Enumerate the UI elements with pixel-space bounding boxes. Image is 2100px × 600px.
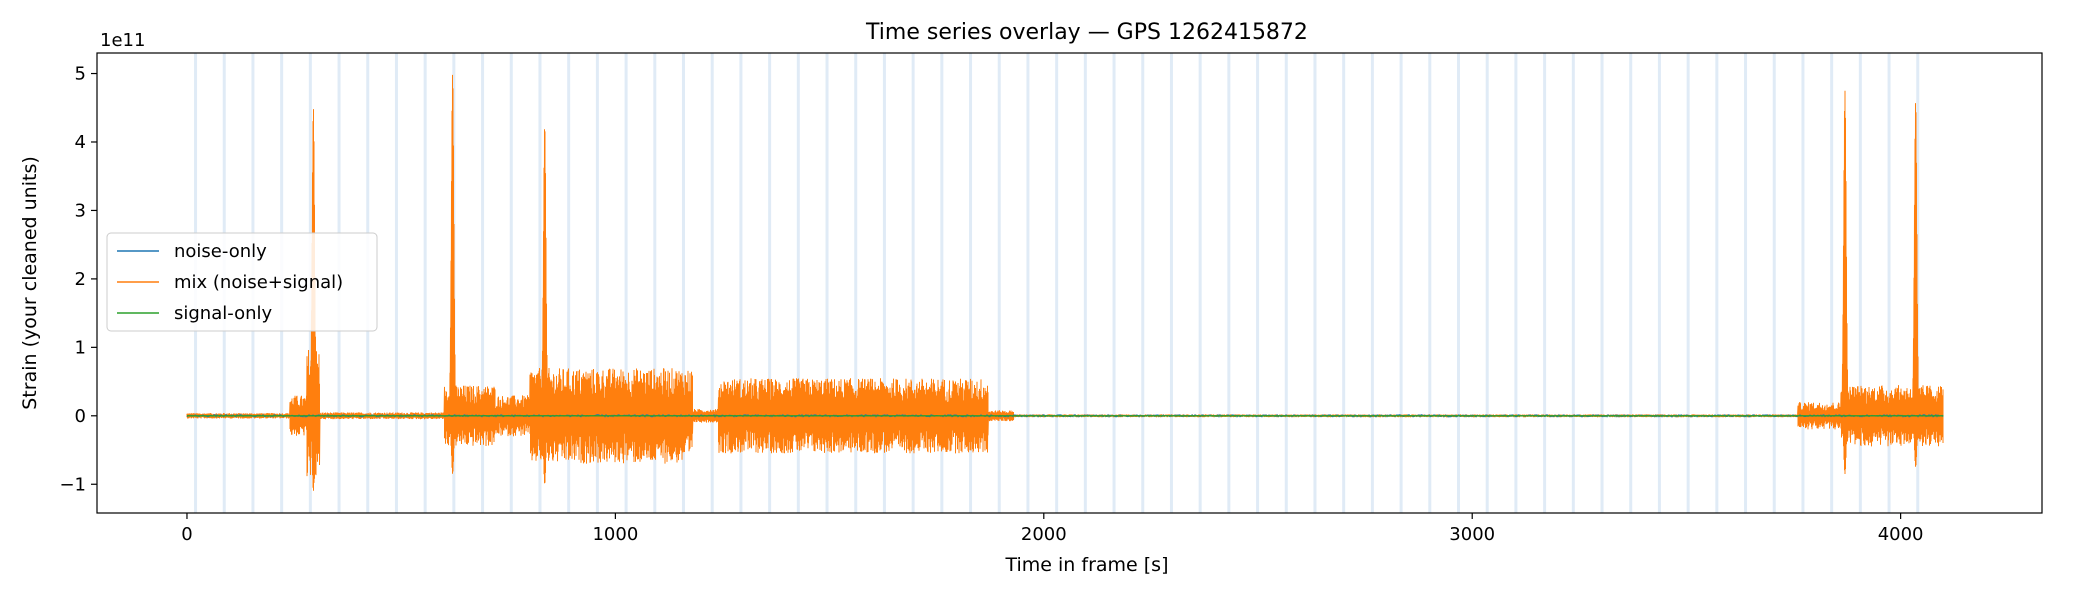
legend-label-noise-only: noise-only [174,241,267,262]
x-tick-label: 3000 [1449,524,1495,545]
background-band [825,53,829,513]
y-tick-label: 1 [75,337,86,358]
x-axis-ticks: 0 1000 2000 3000 4000 [181,513,1924,545]
legend-label-signal-only: signal-only [174,303,272,324]
background-band [653,53,657,513]
background-band [1026,53,1030,513]
x-axis-label: Time in frame [s] [1004,554,1168,576]
y-tick-label: −1 [59,474,86,495]
background-band [481,53,485,513]
background-band [1141,53,1145,513]
axes-frame [96,52,2043,514]
background-band [1198,53,1202,513]
background-band [796,53,800,513]
background-band [997,53,1001,513]
background-band [1370,53,1374,513]
background-band [710,53,714,513]
background-band [882,53,886,513]
background-band [1571,53,1575,513]
background-band [567,53,571,513]
y-tick-label: 0 [75,406,86,427]
background-band [768,53,772,513]
background-band [423,53,427,513]
background-band [1055,53,1059,513]
background-band [1169,53,1173,513]
background-band [509,53,513,513]
background-band [940,53,944,513]
background-band [1284,53,1288,513]
background-band [624,53,628,513]
background-band [394,53,398,513]
background-band [1772,53,1776,513]
background-band [1887,53,1891,513]
background-band [969,53,973,513]
background-band [1715,53,1719,513]
y-axis-label: Strain (your cleaned units) [19,156,41,410]
legend: noise-only mix (noise+signal) signal-onl… [106,232,378,332]
legend-label-mix: mix (noise+signal) [174,272,343,293]
x-tick-label: 0 [181,524,192,545]
y-tick-label: 4 [75,132,86,153]
background-band [1629,53,1633,513]
background-band [854,53,858,513]
series-line-mix [186,74,1944,491]
background-band [1916,53,1920,513]
background-band [1858,53,1862,513]
background-band [595,53,599,513]
background-band [1083,53,1087,513]
background-band [1399,53,1403,513]
background-band [1600,53,1604,513]
y-tick-label: 2 [75,269,86,290]
background-band [1457,53,1460,513]
background-band [1313,53,1317,513]
background-band [681,53,685,513]
x-tick-label: 4000 [1878,524,1924,545]
background-band [1485,53,1489,513]
y-axis-scale-label: 1e11 [100,30,145,51]
background-band [1112,53,1116,513]
background-band [1830,53,1834,513]
background-band [1227,53,1231,513]
background-band [1801,53,1805,513]
chart-title: Time series overlay — GPS 1262415872 [865,20,1308,45]
background-band [911,53,915,513]
background-band [1744,53,1748,513]
background-band [1342,53,1346,513]
legend-box [106,232,378,332]
y-axis-ticks: −1 0 1 2 3 4 5 [59,64,97,495]
background-band [538,53,542,513]
background-band [1657,53,1661,513]
background-band [1543,53,1547,513]
background-band [1514,53,1518,513]
y-tick-label: 3 [75,200,86,221]
y-tick-label: 5 [75,64,86,85]
background-band [1428,53,1432,513]
background-bands [194,53,1920,513]
x-tick-label: 1000 [592,524,638,545]
background-band [739,53,743,513]
background-band [1686,53,1690,513]
background-band [1256,53,1260,513]
x-tick-label: 2000 [1021,524,1067,545]
